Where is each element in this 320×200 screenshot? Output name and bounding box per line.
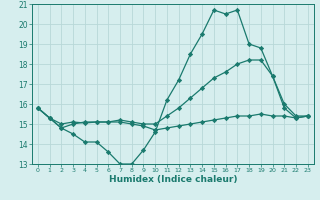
- X-axis label: Humidex (Indice chaleur): Humidex (Indice chaleur): [108, 175, 237, 184]
